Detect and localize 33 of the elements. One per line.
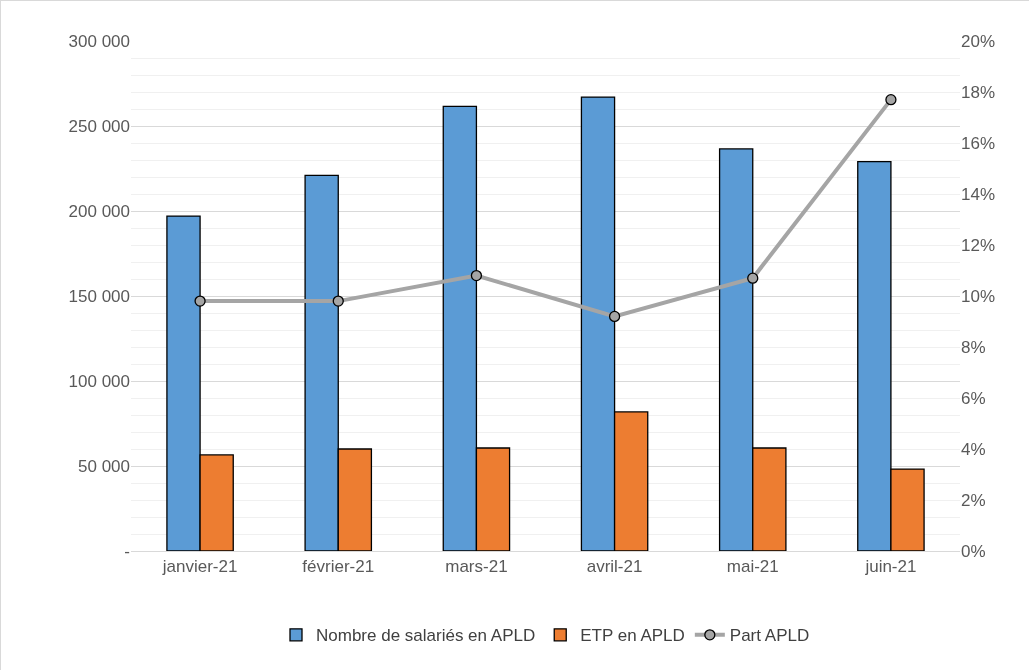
x-tick-label: juin-21	[864, 557, 917, 577]
point	[608, 310, 621, 323]
y2-tick-label: 18%	[961, 82, 996, 102]
y2-tick-label: 12%	[961, 235, 996, 255]
y-tick-label: 200 000	[68, 201, 130, 221]
x-tick-label: mars-21	[445, 557, 508, 577]
x-tick-label: janvier-21	[161, 557, 238, 577]
legend-label: Part APLD	[729, 626, 810, 646]
y2-tick-label: 2%	[961, 490, 986, 510]
legend-label: Nombre de salariés en APLD	[316, 626, 536, 646]
y2-tick-label: 10%	[961, 286, 996, 306]
y2-tick-label: 0%	[961, 541, 986, 561]
point	[885, 94, 897, 106]
point	[747, 272, 759, 284]
y-tick-label: 300 000	[68, 31, 130, 51]
legend-label: ETP en APLD	[580, 626, 685, 646]
y-tick-label: 100 000	[68, 371, 130, 391]
y-tick-label: -	[124, 541, 130, 561]
y2-tick-label: 16%	[961, 133, 996, 153]
y2-tick-label: 6%	[961, 388, 986, 408]
point	[470, 269, 483, 282]
y-tick-label: 150 000	[68, 286, 130, 306]
point	[332, 295, 344, 307]
y-tick-label: 50 000	[78, 456, 130, 476]
y2-tick-label: 20%	[961, 31, 996, 51]
x-tick-label: février-21	[302, 557, 375, 577]
x-tick-label: mai-21	[726, 557, 779, 577]
y2-tick-label: 14%	[961, 184, 996, 204]
y2-tick-label: 4%	[961, 439, 986, 459]
y-tick-label: 250 000	[68, 116, 130, 136]
y2-tick-label: 8%	[961, 337, 986, 357]
point	[194, 295, 206, 307]
x-tick-label: avril-21	[586, 557, 643, 577]
